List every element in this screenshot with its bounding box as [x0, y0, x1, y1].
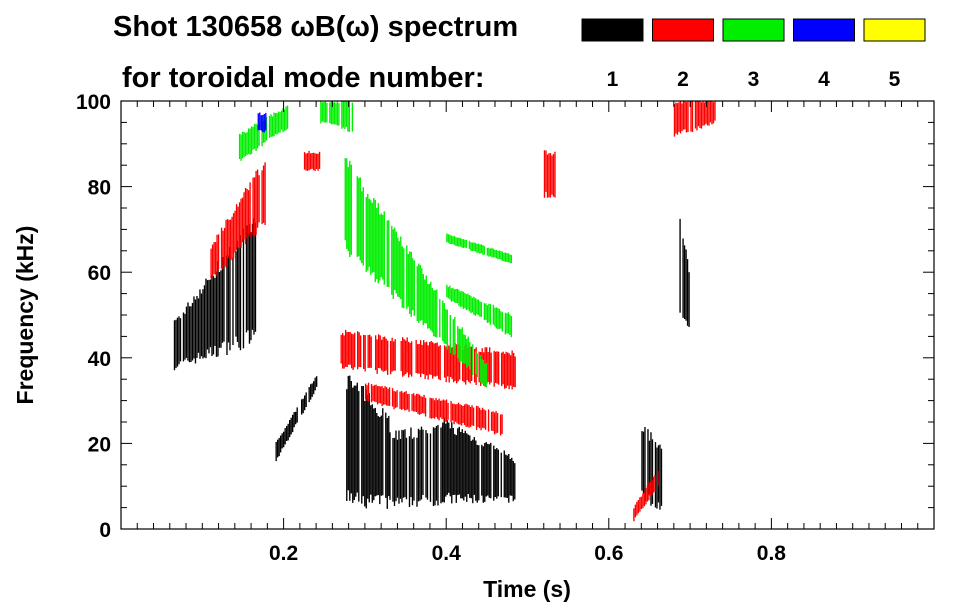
spectral-region-mode-1-1 — [275, 376, 318, 462]
spectral-region-mode-1-2 — [346, 375, 390, 509]
legend: 1 2 3 4 5 — [581, 18, 926, 91]
x-tick-label: 0.6 — [594, 542, 623, 565]
spectral-region-mode-1-0 — [173, 218, 257, 371]
x-axis-title: Time (s) — [483, 576, 571, 602]
spectral-region-mode-1-4 — [442, 417, 516, 504]
x-tick-label: 0.8 — [757, 542, 787, 565]
y-tick-label: 100 — [76, 91, 111, 114]
spectral-region-mode-3-18 — [446, 233, 513, 264]
spectral-region-mode-1-3 — [389, 424, 444, 507]
legend-label-mode-3: 3 — [748, 68, 760, 91]
spectral-region-mode-1-5 — [679, 218, 690, 327]
y-tick-label: 60 — [88, 262, 111, 285]
spectral-region-mode-2-8 — [303, 150, 321, 171]
spectral-region-mode-2-13 — [673, 101, 716, 137]
x-tick-label: 0.4 — [432, 542, 462, 565]
spectral-region-mode-2-10 — [364, 382, 503, 436]
legend-swatch-mode-4 — [793, 18, 855, 42]
y-tick-label: 0 — [99, 519, 111, 542]
spectral-region-mode-2-7 — [210, 162, 266, 279]
legend-label-mode-5: 5 — [889, 68, 901, 91]
spectral-region-mode-2-12 — [633, 471, 659, 522]
y-tick-label: 20 — [88, 433, 111, 456]
axes: 0 20 40 60 80 100 0.2 0.4 0.6 0.8 — [76, 91, 935, 565]
spectral-region-mode-3-14 — [238, 105, 289, 161]
chart-subtitle: for toroidal mode number: — [122, 62, 485, 94]
legend-label-mode-1: 1 — [607, 68, 619, 91]
plot-area — [173, 101, 716, 522]
legend-swatch-mode-5 — [863, 18, 926, 42]
y-tick-label: 80 — [88, 177, 111, 200]
legend-label-mode-4: 4 — [818, 68, 830, 91]
legend-swatch-mode-1 — [581, 18, 644, 42]
spectral-region-mode-2-9 — [340, 329, 516, 390]
spectral-region-mode-3-16 — [344, 158, 487, 388]
y-axis-title: Frequency (kHz) — [12, 226, 38, 405]
spectral-region-mode-3-17 — [446, 284, 513, 338]
x-tick-label: 0.2 — [269, 542, 298, 565]
spectral-region-mode-4-19 — [257, 112, 267, 133]
legend-swatch-mode-2 — [652, 18, 714, 42]
spectral-region-mode-3-15 — [320, 101, 354, 132]
legend-label-mode-2: 2 — [677, 68, 689, 91]
chart-title: Shot 130658 ωB(ω) spectrum — [113, 11, 518, 43]
y-tick-label: 40 — [88, 348, 111, 371]
legend-swatch-mode-3 — [722, 18, 785, 42]
spectral-region-mode-2-11 — [543, 150, 556, 198]
